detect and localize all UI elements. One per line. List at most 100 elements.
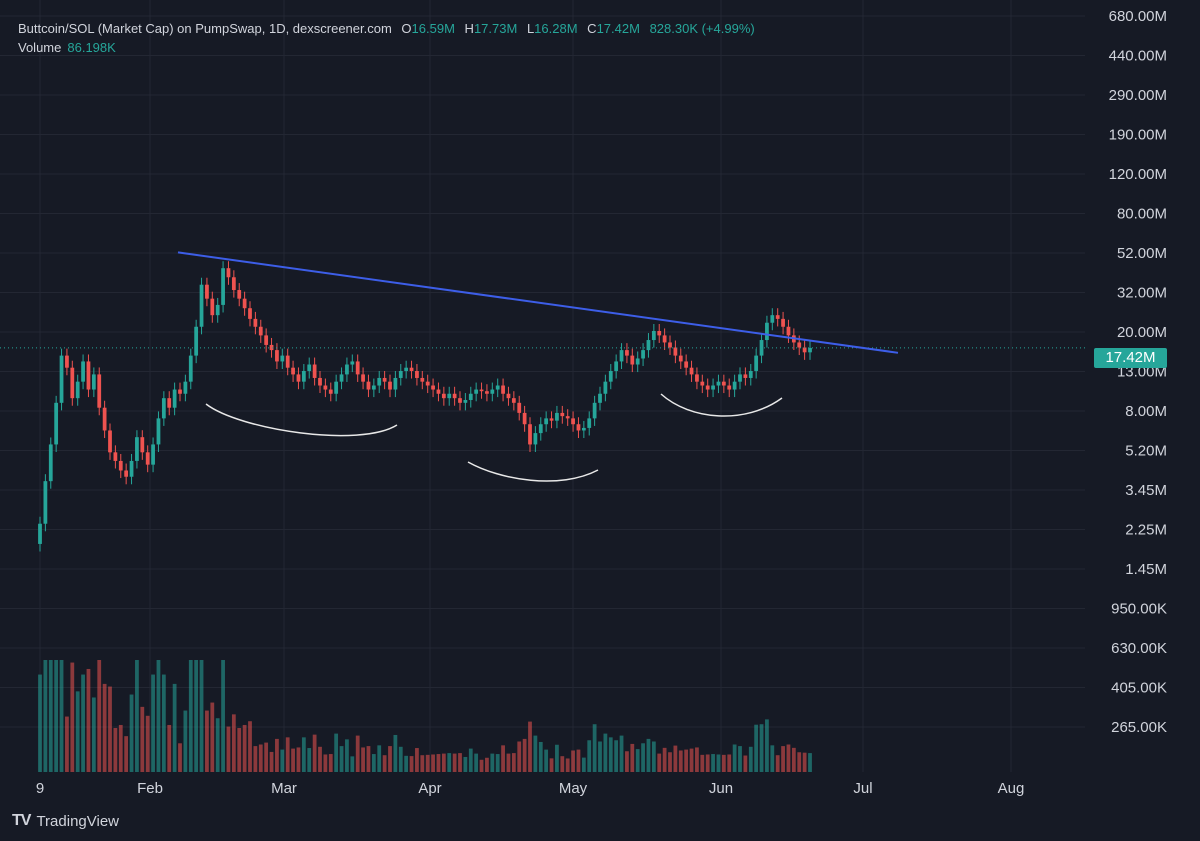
candle-body [538, 424, 543, 434]
volume-bar [775, 755, 780, 772]
candle-body [242, 298, 247, 309]
volume-bar [452, 753, 457, 772]
volume-bar [797, 752, 802, 772]
volume-bar [808, 753, 812, 772]
candle-body [425, 381, 430, 386]
candle-body [318, 377, 322, 386]
volume-bar [770, 745, 775, 772]
arc-annotation [467, 461, 599, 482]
candle-body [140, 437, 145, 453]
candle-body [695, 374, 699, 382]
candle-body [97, 374, 102, 408]
candle-body [145, 452, 150, 465]
volume-bar [485, 757, 489, 772]
candle-body [468, 393, 473, 400]
candle-body [511, 398, 516, 403]
candle-body [727, 385, 732, 390]
candle-body [587, 418, 592, 428]
candle-body [361, 374, 365, 382]
candle-body [447, 393, 452, 399]
candle-body [366, 381, 371, 390]
volume-bar [441, 753, 446, 772]
volume-bar [802, 752, 807, 772]
candle-body [754, 355, 759, 371]
candle-body [662, 335, 667, 343]
arc-annotation [205, 403, 398, 437]
volume-bar [151, 674, 155, 772]
volume-bar [398, 746, 403, 772]
volume-bar [463, 756, 468, 772]
volume-bar [156, 660, 161, 772]
y-tick-label: 950.00K [1111, 601, 1167, 618]
y-tick-label: 405.00K [1111, 680, 1167, 697]
candle-body [431, 385, 435, 390]
volume-bar [59, 660, 64, 772]
arc-annotation [660, 393, 783, 417]
tradingview-brand[interactable]: TV TradingView [12, 812, 119, 830]
candle-body [711, 385, 715, 390]
y-tick-label: 190.00M [1109, 127, 1167, 144]
candle-body [641, 350, 645, 359]
candle-body [474, 389, 479, 394]
brand-name: TradingView [36, 812, 119, 830]
volume-bar [361, 747, 365, 772]
volume-bar [538, 741, 543, 772]
volume-bar [754, 724, 759, 772]
pair-title: Buttcoin/SOL (Market Cap) on PumpSwap, 1… [18, 21, 392, 36]
candle-body [355, 361, 360, 375]
x-tick-label: 9 [36, 780, 44, 797]
volume-bar [791, 747, 796, 772]
candle-body [205, 284, 209, 299]
candle-body [291, 367, 295, 375]
y-tick-label: 440.00M [1109, 48, 1167, 65]
candle-body [571, 418, 575, 425]
volume-bar [296, 747, 301, 772]
y-tick-label: 8.00M [1125, 403, 1167, 420]
volume-bar [161, 674, 166, 772]
price-axis[interactable]: 680.00M 440.00M 290.00M 190.00M 120.00M 80.00… [1109, 8, 1167, 736]
candle-body [409, 367, 414, 371]
y-tick-label: 5.20M [1125, 443, 1167, 460]
candle-body [748, 370, 753, 378]
y-tick-label: 2.25M [1125, 522, 1167, 539]
volume-bar [183, 710, 188, 772]
candle-body [689, 367, 694, 375]
candle-body [528, 424, 532, 445]
volume-legend: Volume 86.198K [18, 40, 116, 55]
y-tick-label: 680.00M [1109, 8, 1167, 25]
candle-body [458, 398, 462, 403]
candle-body [684, 361, 689, 368]
candle-body [296, 374, 301, 382]
candle-body [135, 437, 139, 461]
time-axis[interactable]: 9 Feb Mar Apr May Jun Jul Aug [36, 780, 1025, 797]
change-value: 828.30K (+4.99%) [649, 21, 755, 36]
volume-bar [113, 728, 118, 772]
candle-body [625, 350, 629, 356]
candle-body [415, 370, 419, 378]
candle-body [581, 427, 586, 431]
volume-bar [91, 697, 96, 772]
volume-bar [108, 686, 112, 772]
volume-bar [350, 756, 355, 772]
volume-bar [625, 751, 629, 772]
x-tick-label: May [559, 780, 588, 797]
candle-body [700, 381, 705, 386]
volume-bar [118, 724, 123, 772]
candle-body [323, 385, 328, 390]
candle-body [404, 367, 409, 371]
volume-label: Volume [18, 40, 62, 55]
candle-body [43, 481, 48, 524]
candle-body [452, 393, 457, 399]
volume-bar [673, 745, 678, 772]
candle-body [382, 377, 387, 382]
candle-body [743, 374, 748, 378]
volume-bar [765, 719, 769, 772]
candle-body [350, 361, 355, 365]
volume-bar [781, 746, 785, 772]
candle-body [463, 399, 468, 403]
x-tick-label: Mar [271, 780, 297, 797]
volume-bar [393, 734, 398, 772]
volume-bar [522, 738, 527, 772]
volume-bar [172, 683, 177, 772]
